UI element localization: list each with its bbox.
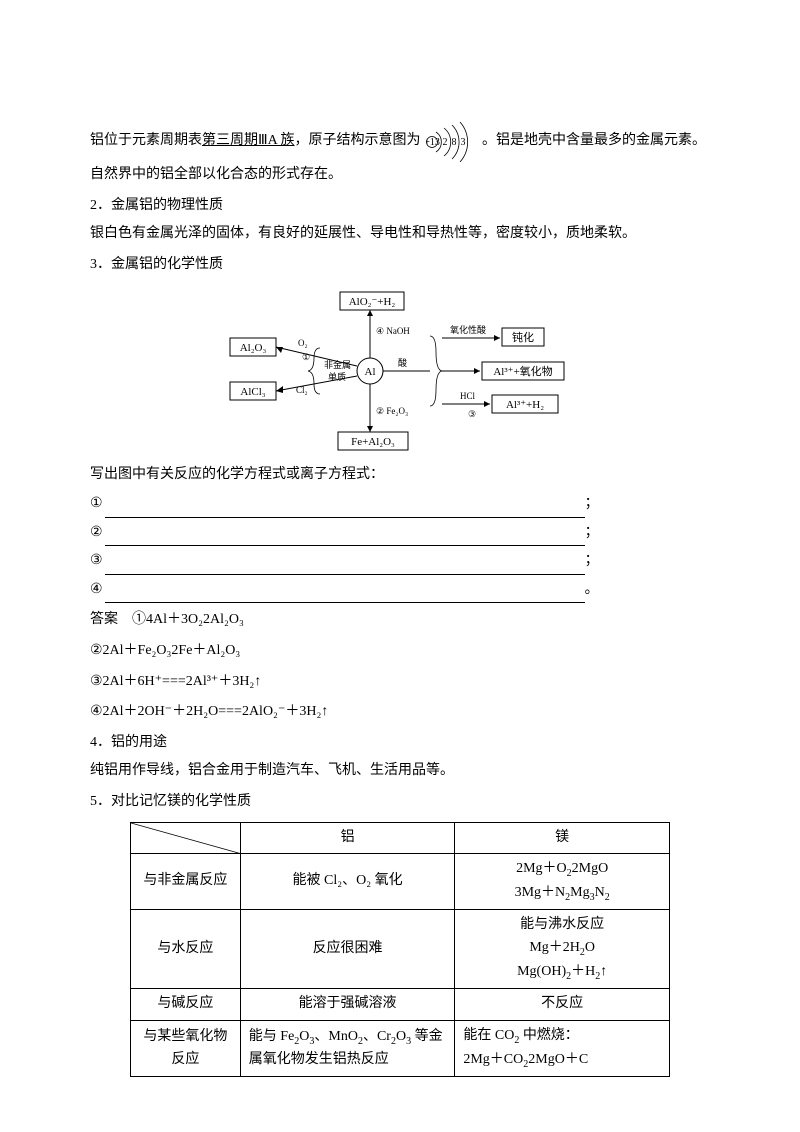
fill-tail-4: 。	[585, 582, 599, 597]
fill-tail-2: ；	[585, 525, 599, 540]
cell-mg: 2Mg＋O22MgO3Mg＋N2Mg3N2	[455, 853, 670, 910]
fill-blank-1[interactable]	[105, 500, 585, 518]
section-4-title: 4．铝的用途	[90, 730, 710, 757]
section-5-title: 5．对比记忆镁的化学性质	[90, 789, 710, 816]
atom-nucleus-label: +13	[426, 137, 440, 148]
fill-blank-3[interactable]	[105, 557, 585, 575]
row-label: 与某些氧化物反应	[131, 1020, 241, 1077]
svg-text:④ NaOH: ④ NaOH	[376, 326, 410, 336]
answer-2: ②2Al＋Fe₂O₃2Fe＋Al₂O₃	[90, 638, 710, 665]
cell-mg: 能在 CO2 中燃烧：2Mg＋CO22MgO＋C	[455, 1020, 670, 1077]
aluminum-concept-map: Al AlO₂⁻+H₂ ④ NaOH Al₂O₃ O₂ ① AlCl₃ Cl₂ …	[220, 286, 580, 456]
atom-shell-1: 2	[443, 137, 448, 148]
row-label: 与水反应	[131, 910, 241, 989]
fill-tail-3: ；	[585, 553, 599, 568]
fill-blank-4[interactable]	[105, 585, 585, 603]
cell-mg: 能与沸水反应Mg＋2H2OMg(OH)2＋H2↑	[455, 910, 670, 989]
svg-text:Al₂O₃: Al₂O₃	[240, 342, 267, 354]
fill-num-1: ①	[90, 496, 103, 511]
fill-row-2: ②；	[90, 520, 710, 547]
table-row: 与碱反应 能溶于强碱溶液 不反应	[131, 989, 670, 1020]
answer-3: ③2Al＋6H⁺===2Al³⁺＋3H₂↑	[90, 669, 710, 696]
comparison-table: 铝 镁 与非金属反应 能被 Cl₂、O₂ 氧化 2Mg＋O22MgO3Mg＋N2…	[130, 822, 670, 1078]
fill-num-2: ②	[90, 525, 103, 540]
fill-row-1: ①；	[90, 491, 710, 518]
section-2-body: 银白色有金属光泽的固体，有良好的延展性、导电性和导热性等，密度较小，质地柔软。	[90, 221, 710, 248]
svg-text:② Fe₂O₃: ② Fe₂O₃	[376, 406, 408, 416]
svg-text:氧化性酸: 氧化性酸	[450, 324, 486, 335]
svg-text:钝化: 钝化	[512, 330, 534, 344]
svg-text:非金属: 非金属	[324, 359, 351, 370]
svg-text:AlCl₃: AlCl₃	[240, 386, 265, 398]
fill-num-3: ③	[90, 553, 103, 568]
fill-blank-2[interactable]	[105, 528, 585, 546]
table-row: 与非金属反应 能被 Cl₂、O₂ 氧化 2Mg＋O22MgO3Mg＋N2Mg3N…	[131, 853, 670, 910]
svg-text:Cl₂: Cl₂	[296, 385, 308, 395]
svg-text:单质: 单质	[328, 371, 346, 382]
intro-text-a: 铝位于元素周期表	[90, 133, 202, 148]
svg-text:Al³⁺+H₂: Al³⁺+H₂	[506, 399, 544, 411]
cell-mg: 不反应	[455, 989, 670, 1020]
row-label: 与非金属反应	[131, 853, 241, 910]
svg-text:酸: 酸	[398, 358, 407, 368]
intro-paragraph: 铝位于元素周期表第三周期ⅢA 族，原子结构示意图为 +13 2 8 3 。铝是地…	[90, 120, 710, 189]
table-corner-cell	[131, 822, 241, 853]
answers-label: 答案	[90, 612, 118, 627]
fill-tail-1: ；	[585, 496, 599, 511]
row-label: 与碱反应	[131, 989, 241, 1020]
table-head-al: 铝	[240, 822, 455, 853]
fill-num-4: ④	[90, 582, 103, 597]
fill-row-4: ④。	[90, 577, 710, 604]
atom-shell-3: 3	[461, 137, 466, 148]
fill-row-3: ③；	[90, 548, 710, 575]
answer-1: ①4Al＋3O₂2Al₂O₃	[132, 612, 244, 627]
intro-text-b: ，原子结构示意图为	[295, 133, 421, 148]
answer-4: ④2Al＋2OH⁻＋2H₂O===2AlO₂⁻＋3H₂↑	[90, 699, 710, 726]
section-4-body: 纯铝用作导线，铝合金用于制造汽车、飞机、生活用品等。	[90, 758, 710, 785]
svg-text:①: ①	[302, 352, 310, 362]
table-row: 与水反应 反应很困难 能与沸水反应Mg＋2H2OMg(OH)2＋H2↑	[131, 910, 670, 989]
atom-shell-2: 8	[452, 137, 457, 148]
section-2-title: 2．金属铝的物理性质	[90, 193, 710, 220]
cell-al: 能被 Cl₂、O₂ 氧化	[240, 853, 455, 910]
table-header-row: 铝 镁	[131, 822, 670, 853]
answers-block: 答案 ①4Al＋3O₂2Al₂O₃ ②2Al＋Fe₂O₃2Fe＋Al₂O₃ ③2…	[90, 607, 710, 725]
intro-underlined: 第三周期ⅢA 族	[202, 133, 295, 148]
svg-text:O₂: O₂	[298, 338, 308, 348]
table-head-mg: 镁	[455, 822, 670, 853]
cell-al: 能与 Fe2O3、MnO2、Cr2O3 等金属氧化物发生铝热反应	[240, 1020, 455, 1077]
svg-text:③: ③	[468, 409, 476, 419]
cell-al: 能溶于强碱溶液	[240, 989, 455, 1020]
section-3-title: 3．金属铝的化学性质	[90, 252, 710, 279]
svg-text:AlO₂⁻+H₂: AlO₂⁻+H₂	[349, 296, 396, 308]
fill-prompt: 写出图中有关反应的化学方程式或离子方程式：	[90, 462, 710, 489]
svg-text:Al³⁺+氧化物: Al³⁺+氧化物	[493, 364, 552, 378]
atom-structure-icon: +13 2 8 3	[426, 120, 480, 162]
table-row: 与某些氧化物反应 能与 Fe2O3、MnO2、Cr2O3 等金属氧化物发生铝热反…	[131, 1020, 670, 1077]
svg-text:Al: Al	[365, 366, 376, 378]
svg-text:HCl: HCl	[460, 391, 476, 401]
cell-al: 反应很困难	[240, 910, 455, 989]
svg-text:Fe+Al₂O₃: Fe+Al₂O₃	[351, 436, 395, 448]
